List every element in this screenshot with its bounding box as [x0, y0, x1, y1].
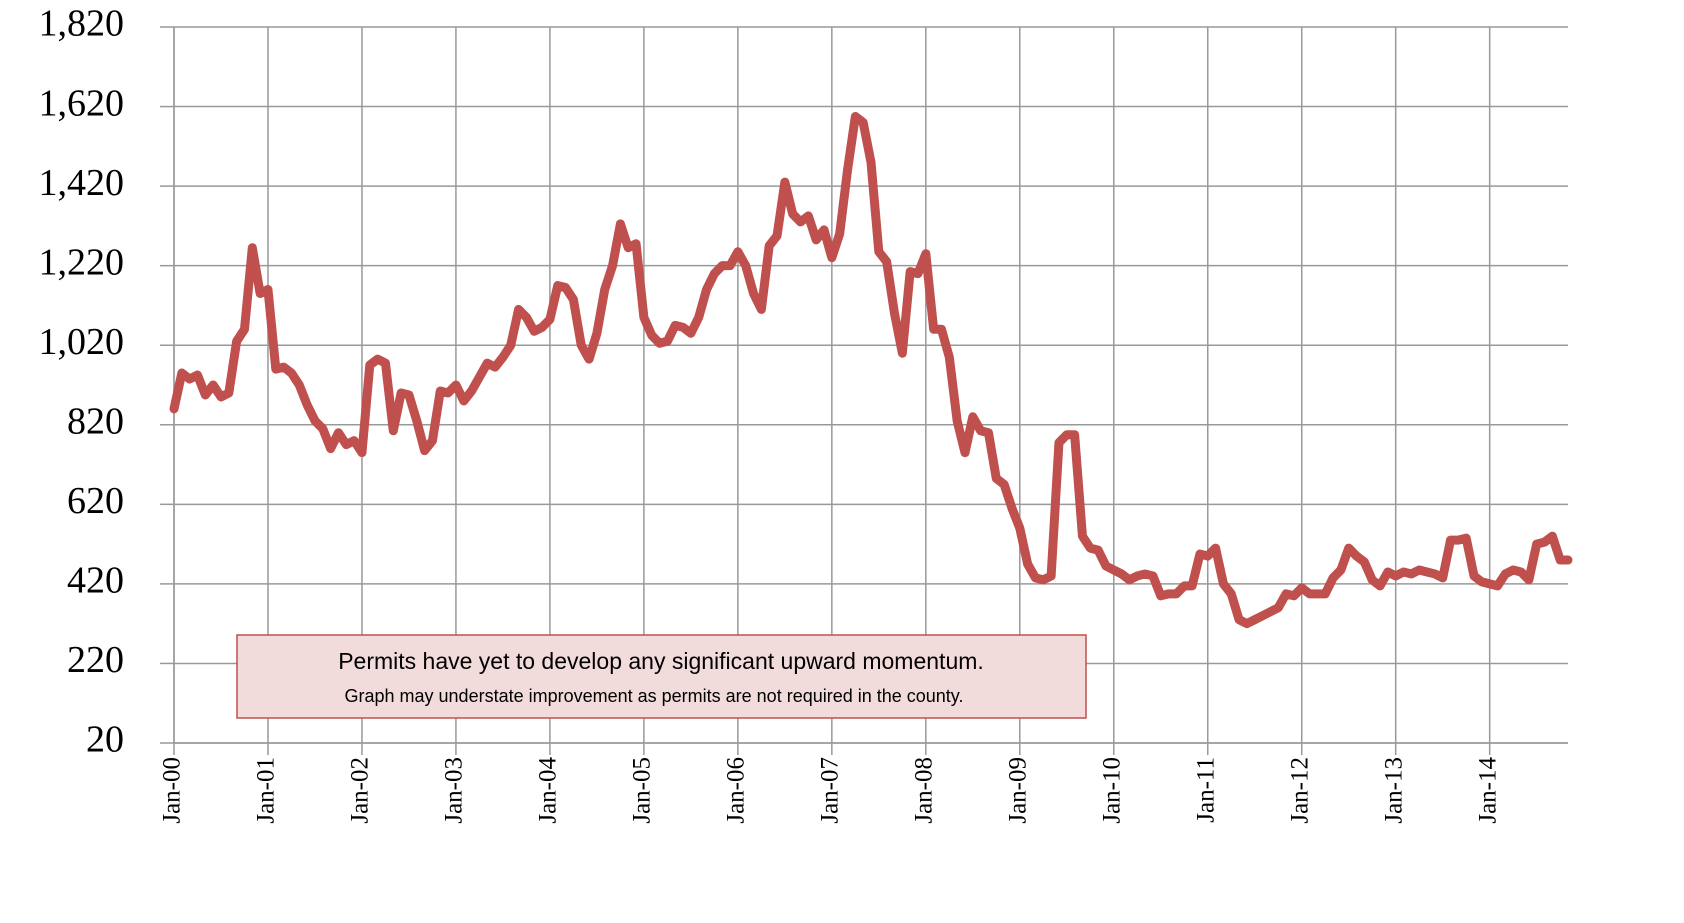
- x-tick-label: Jan-14: [1474, 757, 1501, 824]
- y-tick-label: 1,420: [39, 162, 125, 204]
- y-tick-label: 20: [86, 719, 124, 761]
- y-tick-label: 1,620: [39, 82, 125, 124]
- x-tick-label: Jan-08: [911, 757, 938, 824]
- annotation-line: Graph may understate improvement as perm…: [345, 686, 964, 706]
- x-tick-label: Jan-04: [535, 757, 562, 824]
- x-tick-label: Jan-06: [723, 757, 750, 824]
- x-tick-label: Jan-03: [441, 757, 468, 824]
- y-tick-label: 620: [67, 480, 124, 522]
- x-tick-label: Jan-09: [1005, 757, 1032, 824]
- x-tick-label: Jan-02: [347, 757, 374, 824]
- y-tick-label: 1,220: [39, 241, 125, 283]
- x-tick-label: Jan-12: [1286, 757, 1313, 824]
- y-tick-label: 820: [67, 400, 124, 442]
- x-tick-label: Jan-10: [1099, 757, 1126, 824]
- data-line: [169, 112, 1573, 629]
- annotation-box: [236, 634, 1087, 719]
- x-tick-label: Jan-00: [159, 757, 186, 824]
- annotation-line: Permits have yet to develop any signific…: [338, 648, 984, 674]
- y-tick-label: 1,820: [39, 3, 125, 45]
- y-tick-label: 420: [67, 560, 124, 602]
- y-tick-label: 220: [67, 639, 124, 681]
- x-tick-label: Jan-11: [1192, 757, 1219, 823]
- y-tick-label: 1,020: [39, 321, 125, 363]
- x-tick-label: Jan-13: [1380, 757, 1407, 824]
- x-tick-label: Jan-07: [817, 757, 844, 824]
- x-tick-label: Jan-05: [629, 757, 656, 824]
- x-tick-label: Jan-01: [253, 757, 280, 824]
